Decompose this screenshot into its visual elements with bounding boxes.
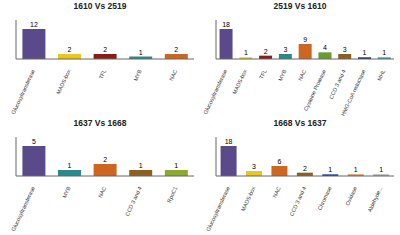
svg-text:Glucosyltransferase: Glucosyltransferase	[202, 69, 228, 116]
svg-text:18: 18	[222, 21, 230, 28]
svg-text:3: 3	[343, 46, 347, 53]
svg-text:CCD 3 and 4: CCD 3 and 4	[288, 186, 307, 217]
svg-text:9: 9	[303, 36, 307, 43]
svg-text:Chromase: Chromase	[316, 186, 332, 212]
svg-text:Aldehyde...: Aldehyde...	[366, 185, 383, 213]
svg-text:2: 2	[264, 48, 268, 55]
svg-text:RpoC1: RpoC1	[166, 186, 179, 204]
html-text:1637 Vs 1668: 1637 Vs 1668	[73, 118, 127, 128]
svg-text:1: 1	[174, 162, 178, 169]
svg-text:Oxidase: Oxidase	[344, 186, 358, 207]
svg-text:NAC: NAC	[271, 185, 281, 198]
svg-text:18: 18	[225, 138, 233, 145]
svg-text:2: 2	[103, 46, 107, 53]
svg-text:1: 1	[379, 166, 383, 173]
html-text:1668 Vs 1637: 1668 Vs 1637	[273, 118, 327, 128]
svg-text:1: 1	[363, 49, 367, 56]
svg-text:MYB: MYB	[61, 185, 72, 199]
svg-text:CCD 3 and 4: CCD 3 and 4	[124, 186, 143, 217]
svg-text:MADS-box: MADS-box	[55, 68, 72, 95]
svg-text:2: 2	[174, 46, 178, 53]
svg-text:1: 1	[354, 166, 358, 173]
svg-text:MADS-box: MADS-box	[231, 68, 248, 95]
svg-text:6: 6	[277, 158, 281, 165]
svg-text:1: 1	[68, 162, 72, 169]
svg-text:5: 5	[32, 138, 36, 145]
svg-text:TFL: TFL	[98, 69, 108, 80]
svg-text:NAC: NAC	[297, 68, 307, 81]
svg-text:1: 1	[244, 49, 248, 56]
svg-text:TFL: TFL	[258, 69, 268, 80]
svg-text:MADS-box: MADS-box	[240, 185, 257, 212]
svg-text:1: 1	[139, 49, 143, 56]
svg-text:4: 4	[323, 44, 327, 51]
svg-text:NAC: NAC	[97, 185, 107, 198]
svg-text:HMG-CoA reductase: HMG-CoA reductase	[340, 69, 367, 117]
svg-text:CCD 3 and 4: CCD 3 and 4	[328, 69, 347, 100]
svg-text:2: 2	[303, 165, 307, 172]
svg-text:2: 2	[68, 46, 72, 53]
svg-text:3: 3	[283, 46, 287, 53]
svg-text:Cysteine Protease: Cysteine Protease	[303, 69, 327, 112]
svg-text:MYB: MYB	[277, 68, 288, 82]
svg-text:Glucosyltransferase: Glucosyltransferase	[205, 186, 231, 233]
svg-text:MHL: MHL	[376, 69, 386, 82]
svg-text:2: 2	[103, 156, 107, 163]
svg-text:Glucosyltransferase: Glucosyltransferase	[10, 69, 36, 116]
svg-text:MYB: MYB	[132, 68, 143, 82]
svg-text:1: 1	[139, 162, 143, 169]
html-text:2519 Vs 1610: 2519 Vs 1610	[273, 1, 327, 11]
svg-text:1: 1	[382, 49, 386, 56]
svg-text:NAC: NAC	[168, 68, 178, 81]
svg-text:1: 1	[328, 166, 332, 173]
svg-text:12: 12	[30, 21, 38, 28]
svg-text:3: 3	[252, 163, 256, 170]
html-text:1610 Vs 2519: 1610 Vs 2519	[73, 1, 127, 11]
svg-text:Glucosyltransferase: Glucosyltransferase	[10, 186, 36, 233]
